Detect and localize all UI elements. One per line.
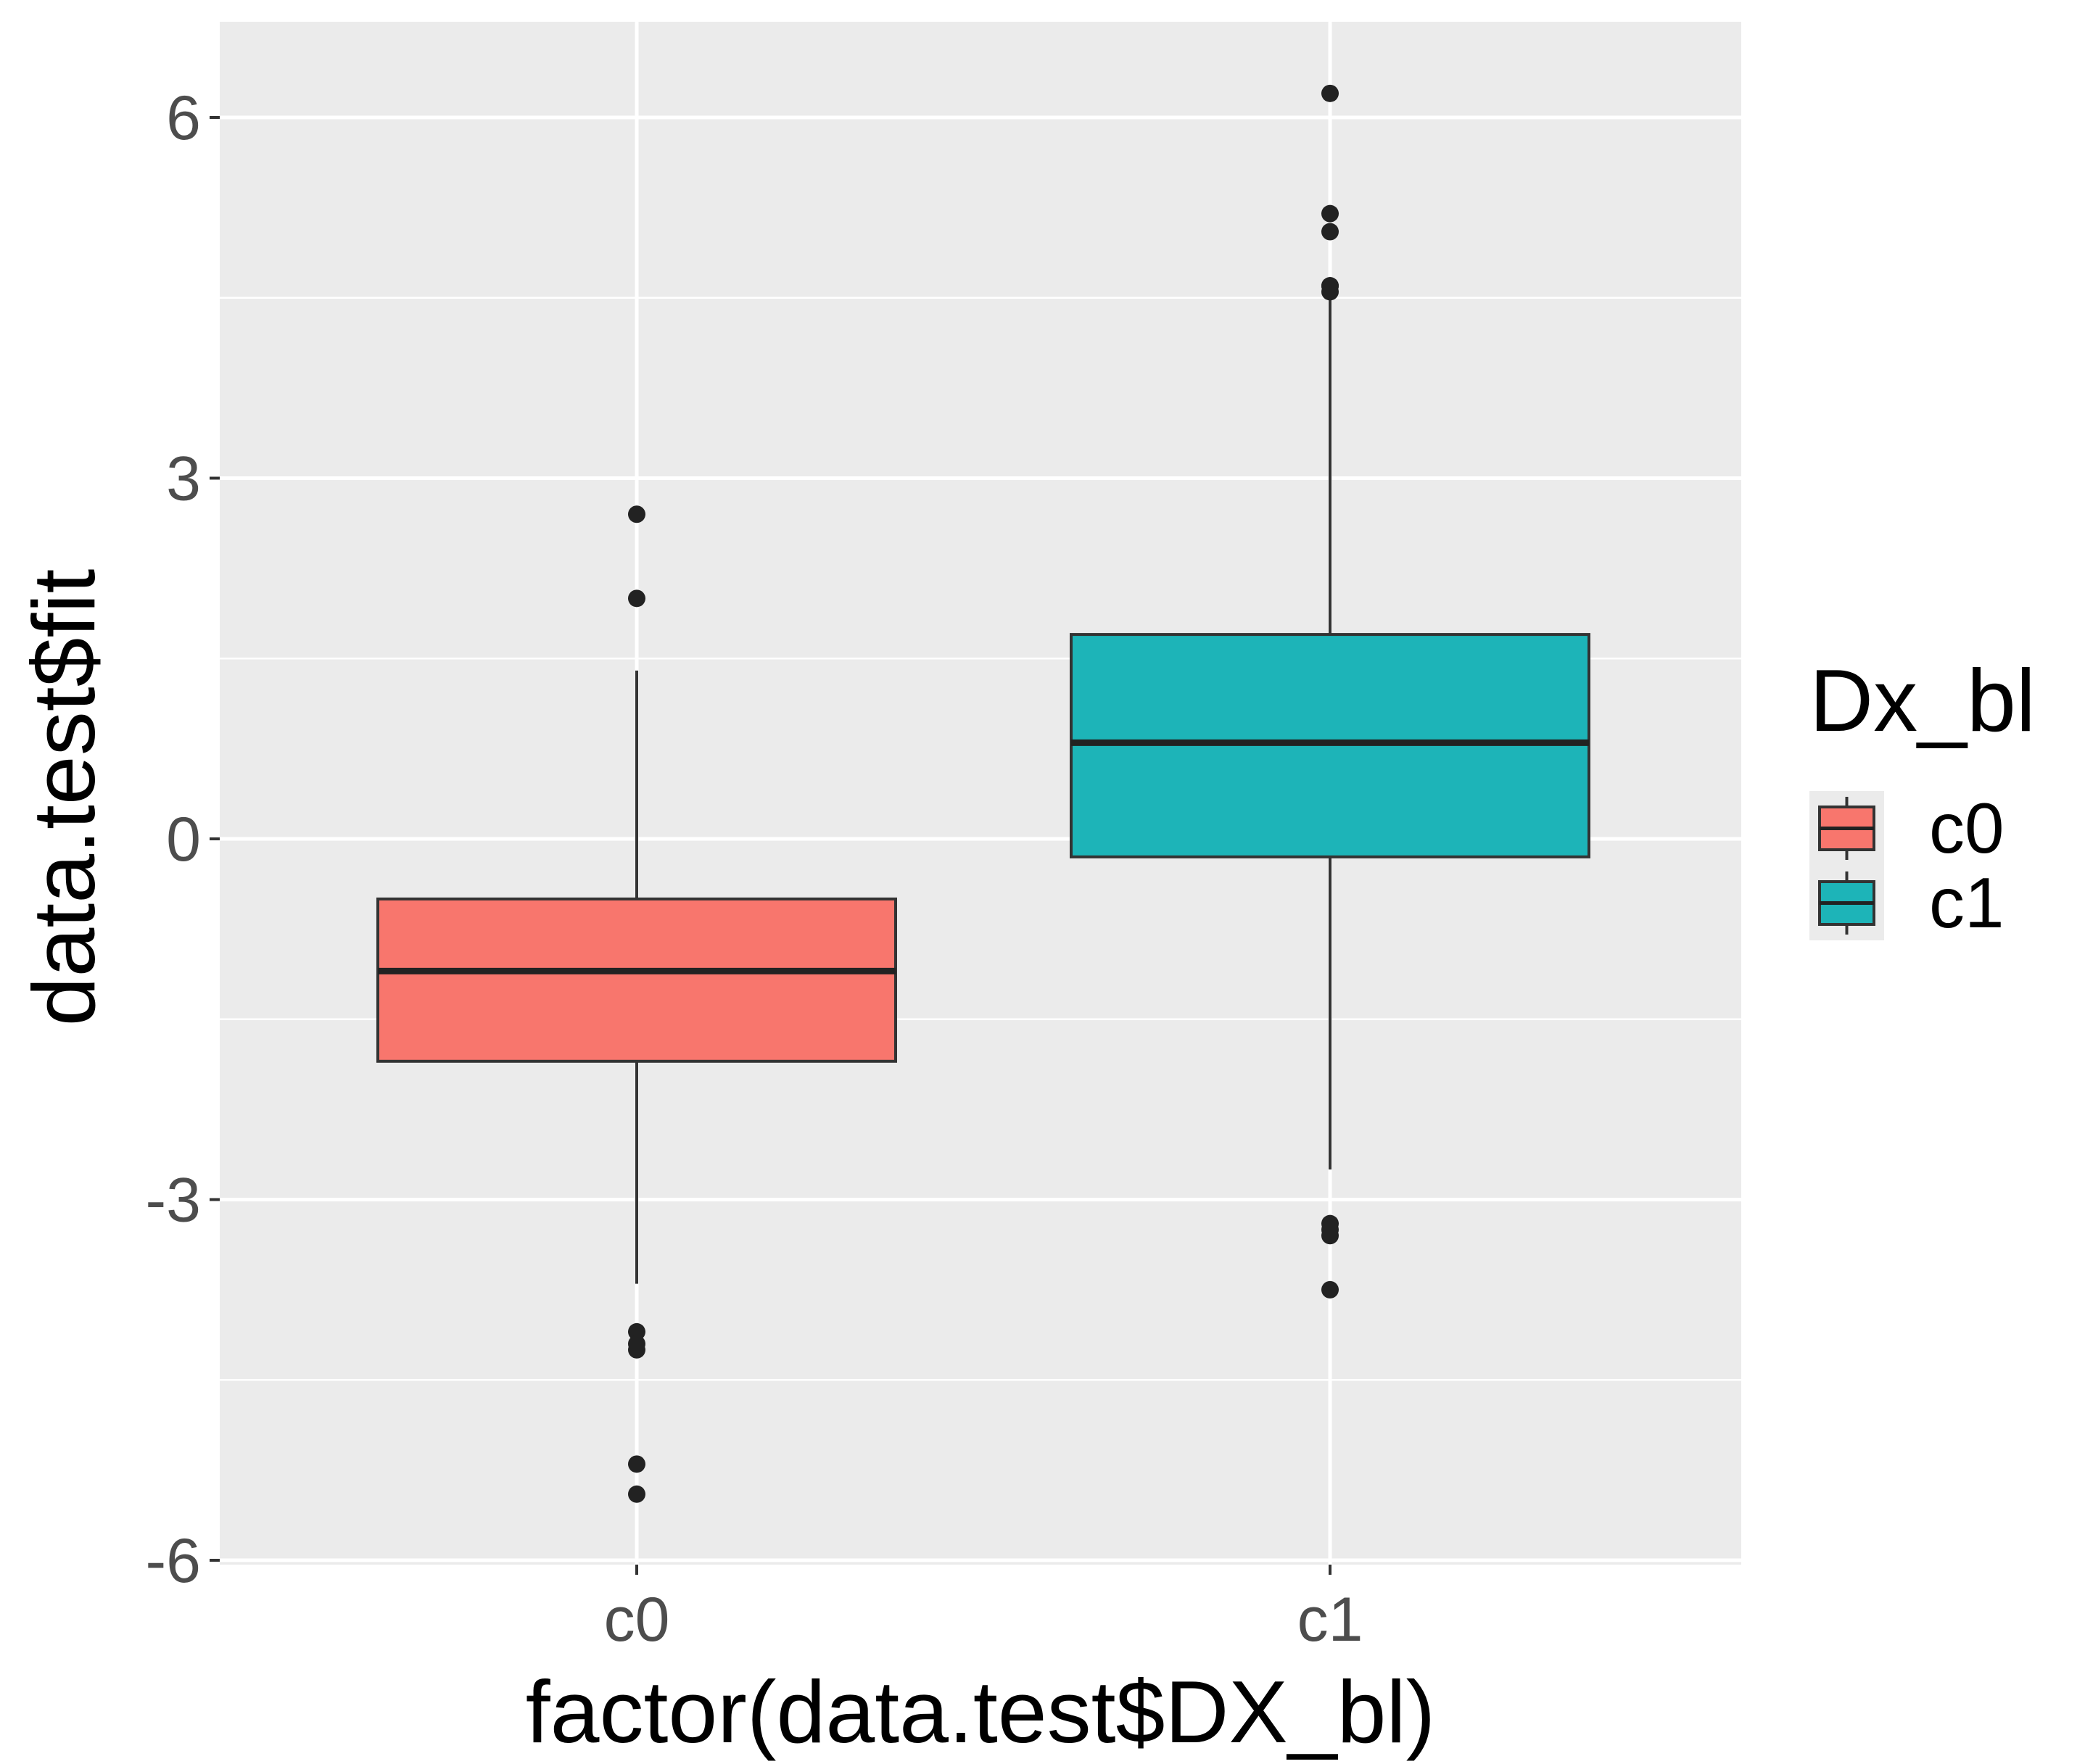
boxes: [376, 84, 1590, 1503]
legend-key-c1: c1: [1809, 863, 2005, 943]
x-tick-label: c0: [604, 1585, 670, 1655]
outlier-point: [1321, 223, 1339, 241]
outlier-point: [1321, 84, 1339, 102]
x-axis-title: factor(data.test$DX_bl): [526, 1662, 1436, 1761]
y-tick-label: 6: [166, 83, 201, 153]
legend-title: Dx_bl: [1809, 651, 2036, 750]
legend-key-c0: c0: [1809, 788, 2005, 868]
iqr-box: [376, 897, 897, 1063]
y-tick-label: -3: [146, 1166, 201, 1235]
outlier-point: [1321, 277, 1339, 295]
outlier-point: [628, 1341, 645, 1359]
legend-label: c1: [1929, 863, 2005, 943]
y-tick-label: -6: [146, 1526, 201, 1596]
y-axis-title: data.test$fit: [15, 569, 113, 1027]
outlier-point: [1321, 1280, 1339, 1299]
axes: -6 -3 0 3 6 c0 c1: [146, 83, 1363, 1655]
y-tick-label: 0: [166, 805, 201, 874]
box-c0: [376, 505, 897, 1503]
outlier-point: [1321, 204, 1339, 223]
y-tick-label: 3: [166, 444, 201, 514]
outlier-point: [628, 1485, 645, 1503]
outlier-point: [628, 1322, 645, 1341]
box-c1: [1070, 84, 1590, 1299]
legend-label: c0: [1929, 788, 2005, 868]
outlier-point: [628, 505, 645, 523]
x-tick-label: c1: [1297, 1585, 1363, 1655]
outlier-point: [628, 589, 645, 608]
outlier-point: [628, 1455, 645, 1473]
outlier-point: [1321, 1227, 1339, 1245]
